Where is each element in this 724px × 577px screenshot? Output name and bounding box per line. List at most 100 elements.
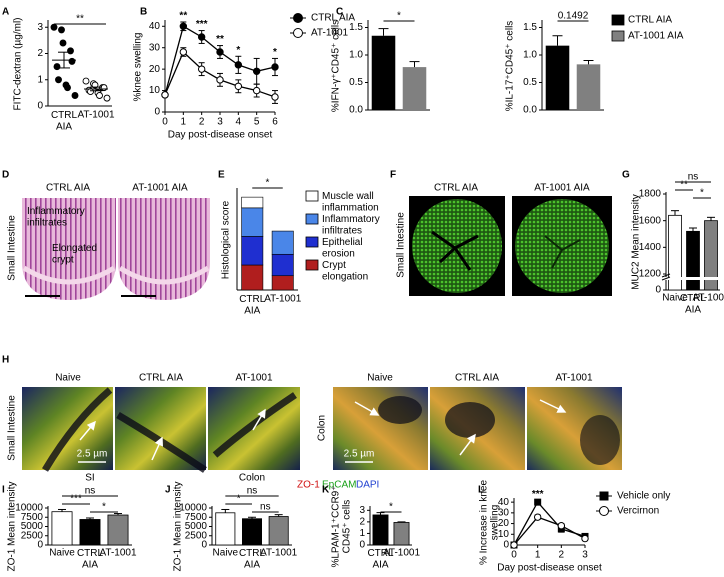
y-tick-label: 0 [37,540,43,551]
x-tick-label: AT-1001 [77,110,114,121]
y-tick-label: 20 [498,518,510,529]
image-label: AT-1001 AIA [534,183,590,194]
y-axis-label: % Increase in knee [479,480,490,565]
legend-label: CTRL AIA [311,13,355,24]
arrow [459,433,476,456]
data-point [533,513,542,521]
legend-marker [293,28,303,38]
data-point [87,88,94,96]
data-point [581,534,589,543]
bar-segment [271,230,294,255]
data-point [534,498,542,506]
significance-label: ** [179,11,187,22]
x-axis-label: Day post-disease onset [497,563,602,574]
bar-segment [271,253,294,277]
x-tick-label: Naive [49,548,75,559]
series-line [513,501,586,546]
x-tick-label: 2 [199,117,205,128]
scale-label: 2.5 µm [77,449,108,460]
panel-letter: I [2,485,5,496]
x-tick-label: Naive [213,548,239,559]
legend-marker [599,506,609,516]
data-point [197,65,206,73]
y-tick-label: 0 [503,540,509,551]
x-tick-label: CTRL AIA [51,110,78,133]
y-axis-label: ZO-1 Mean intensity [173,481,184,571]
crypt [378,396,422,424]
y-tick-label: 5000 [21,521,44,532]
scale-label: 2.5 µm [344,449,375,460]
stain-legend: EpCAM [322,480,356,491]
significance-label: * [102,502,106,513]
side-label: Colon [317,415,328,441]
x-tick-label: CTRL AIA [367,548,394,571]
data-point [68,57,76,65]
data-point [557,522,566,530]
x-tick-label: 6 [272,117,278,128]
y-tick-label: 30 [149,42,161,53]
lumen [544,235,581,269]
legend-swatch [305,259,319,271]
crypt [212,392,297,458]
x-tick-label: 1 [535,550,541,561]
y-tick-label: 1200 [639,269,662,280]
significance-label: *** [196,19,208,30]
y-tick-label: 0.5 [349,77,363,88]
significance-label: ns [85,486,96,497]
data-point [216,48,224,56]
y-tick-label: 2 [359,517,365,528]
y-axis-label: ZO-1 Mean intensity [7,481,18,571]
x-axis-label: Day post-disease onset [168,130,273,141]
panel-letter: K [322,485,330,496]
data-point [58,26,65,34]
panel-d: D Small Intestine CTRL AIA AT-1001 AIA I… [2,170,210,300]
significance-label: ** [216,34,224,45]
data-point [271,93,279,101]
image-label: AT-1001 [235,373,272,384]
bar [545,45,570,110]
panel-letter: G [622,170,630,181]
y-tick-label: 1.0 [349,50,363,61]
side-label: Small Intestine [396,212,407,278]
data-point [55,76,62,84]
y-tick-label: 0.0 [523,105,537,116]
fluorescence-image [115,387,206,470]
arrow [539,399,567,413]
image-label: CTRL AIA [46,183,90,194]
legend-label: Crypt elongation [322,260,368,283]
image-label: AT-1001 [555,373,592,384]
x-tick-label: AT-1001 [692,293,724,304]
y-tick-label: 5000 [185,521,208,532]
data-point [252,86,261,95]
data-point [100,84,108,92]
legend-label: Inflammatory infiltrates [322,214,380,237]
bar-segment [241,236,264,266]
panel-letter: C [336,7,343,18]
y-tick-label: 30 [498,507,510,518]
y-tick-label: 0 [154,107,160,118]
panel-f: F Small Intestine CTRL AIA AT-1001 AIA [390,170,612,296]
x-tick-label: 1 [181,117,187,128]
y-tick-label: 2500 [21,530,44,541]
arrow [79,420,96,441]
x-tick-label: AT-1001 [264,294,301,305]
legend-label: AT-1001 AIA [628,31,684,42]
y-tick-label: 1800 [639,189,662,200]
chart-title: SI [85,473,94,484]
data-point [71,92,79,99]
image-label: CTRL AIA [455,373,499,384]
image-label: Naive [367,373,393,384]
bar-segment [271,275,294,291]
y-tick-label: 2500 [185,530,208,541]
y-tick-label: 10000 [179,503,207,514]
bar [268,516,289,546]
panel-letter: B [140,7,147,18]
y-axis-label: %IFN-γ⁺CD45⁺ cells [331,20,342,112]
significance-label: * [700,188,704,199]
x-tick-label: CTRL AIA [680,293,707,316]
legend-swatch [611,14,625,26]
x-tick-label: CTRL AIA [239,294,266,317]
bar [372,514,389,546]
submucosa [22,265,116,285]
bar [402,67,427,110]
